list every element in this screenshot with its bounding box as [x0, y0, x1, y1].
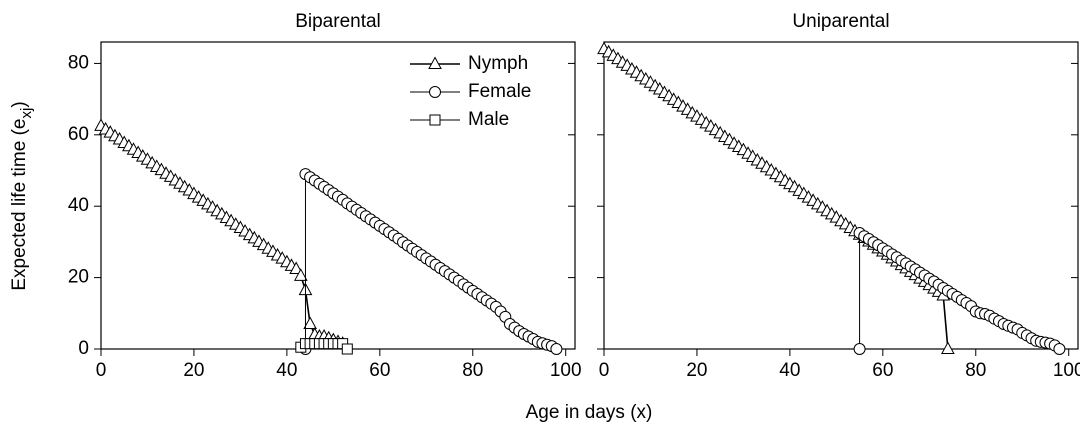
marker	[941, 341, 955, 354]
x-tick-label: 40	[276, 360, 297, 381]
x-tick-label: 40	[779, 360, 800, 381]
x-tick-label: 80	[462, 360, 483, 381]
series	[295, 338, 353, 355]
marker	[550, 343, 563, 355]
y-axis-label: Expected life time (exj)	[9, 101, 35, 290]
series	[853, 226, 1066, 355]
x-tick-label: 100	[1053, 360, 1080, 381]
marker	[289, 261, 304, 275]
series	[299, 168, 563, 355]
x-tick-label: 80	[965, 360, 986, 381]
series-line	[100, 125, 343, 345]
legend-label: Male	[468, 109, 509, 130]
y-tick-label: 60	[68, 124, 89, 145]
x-tick-label: 100	[550, 360, 582, 381]
legend-label: Nymph	[468, 53, 528, 74]
marker	[429, 114, 441, 126]
y-tick-label: 40	[68, 195, 89, 216]
panel-title: Biparental	[295, 11, 381, 32]
panel-title: Uniparental	[792, 11, 889, 32]
marker	[303, 316, 317, 330]
y-tick-label: 80	[68, 52, 89, 73]
x-tick-label: 60	[872, 360, 893, 381]
x-tick-label: 20	[183, 360, 204, 381]
x-tick-label: 0	[599, 360, 610, 381]
marker	[341, 343, 353, 355]
marker	[429, 86, 441, 98]
x-tick-label: 0	[96, 360, 107, 381]
marker	[853, 343, 866, 355]
marker	[1053, 343, 1066, 355]
y-tick-label: 0	[78, 338, 89, 359]
y-tick-label: 20	[68, 267, 89, 288]
series	[597, 41, 955, 354]
x-tick-label: 20	[686, 360, 707, 381]
x-axis-label: Age in days (x)	[526, 402, 653, 423]
marker	[428, 56, 442, 69]
plot-frame	[603, 41, 1079, 350]
series	[94, 118, 350, 349]
marker	[293, 268, 308, 281]
legend-label: Female	[468, 81, 531, 102]
x-tick-label: 60	[369, 360, 390, 381]
